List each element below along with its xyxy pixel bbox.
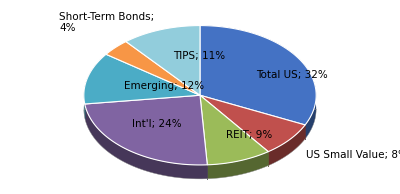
Text: Emerging; 12%: Emerging; 12% [124, 81, 204, 91]
Text: Total US; 32%: Total US; 32% [256, 70, 328, 80]
Polygon shape [85, 95, 207, 165]
Text: TIPS; 11%: TIPS; 11% [173, 51, 225, 61]
Polygon shape [200, 95, 305, 152]
Text: US Small Value; 8%: US Small Value; 8% [306, 150, 400, 160]
Polygon shape [85, 104, 207, 179]
Polygon shape [126, 26, 200, 95]
Text: Int'l; 24%: Int'l; 24% [132, 120, 182, 129]
Text: REIT; 9%: REIT; 9% [226, 130, 272, 140]
Polygon shape [84, 54, 200, 104]
Polygon shape [106, 42, 200, 95]
Polygon shape [268, 125, 305, 166]
Polygon shape [200, 95, 268, 165]
Text: Short-Term Bonds;
4%: Short-Term Bonds; 4% [59, 12, 154, 33]
Polygon shape [200, 26, 316, 125]
Polygon shape [200, 26, 316, 139]
Polygon shape [84, 54, 106, 118]
Polygon shape [207, 152, 268, 179]
